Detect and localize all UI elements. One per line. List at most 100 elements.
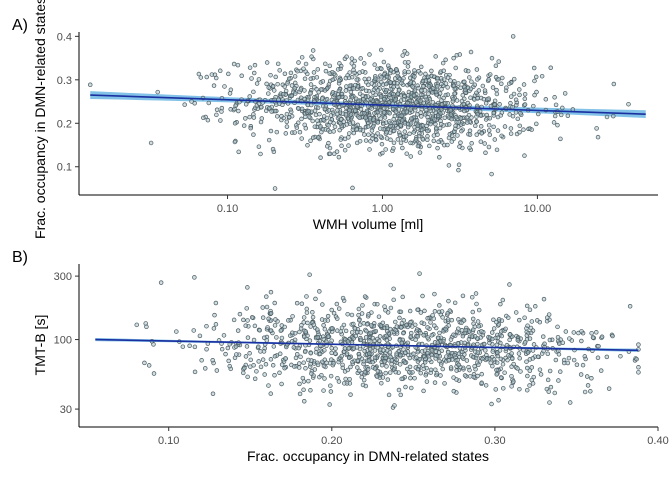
data-point <box>231 317 237 323</box>
data-point <box>303 61 309 67</box>
data-point <box>530 348 536 353</box>
data-point <box>271 344 277 349</box>
data-point <box>358 106 364 112</box>
data-point <box>579 338 584 344</box>
data-point <box>455 357 460 363</box>
data-point <box>282 84 287 89</box>
data-point <box>388 68 394 73</box>
data-point <box>596 343 601 349</box>
data-point <box>495 335 501 341</box>
data-point <box>522 340 528 345</box>
data-point <box>409 324 415 329</box>
data-point <box>268 72 273 78</box>
data-point <box>148 140 154 146</box>
data-point <box>402 129 408 134</box>
data-point <box>355 365 360 370</box>
data-point <box>489 336 495 342</box>
data-point <box>335 67 341 72</box>
data-point <box>144 324 149 330</box>
data-point <box>441 77 447 82</box>
data-point <box>471 374 477 380</box>
data-point <box>256 344 261 349</box>
data-point <box>409 385 414 391</box>
data-point <box>236 108 241 114</box>
data-point <box>251 132 256 137</box>
data-point <box>400 294 405 300</box>
data-point <box>344 105 349 111</box>
data-point <box>312 124 318 129</box>
data-point <box>272 373 277 378</box>
data-point <box>260 315 266 320</box>
data-point <box>134 322 139 328</box>
data-point <box>415 366 421 372</box>
data-point <box>345 311 350 317</box>
data-point <box>463 87 468 93</box>
data-point <box>509 384 514 389</box>
data-point <box>451 332 456 338</box>
data-point <box>309 371 314 376</box>
data-point <box>269 109 274 114</box>
data-point <box>158 280 164 285</box>
data-point <box>346 346 352 351</box>
data-point <box>376 314 382 319</box>
data-point <box>439 81 444 87</box>
data-point <box>251 89 256 95</box>
data-point <box>391 91 396 97</box>
data-point <box>297 361 302 366</box>
data-point <box>453 126 458 132</box>
data-point <box>482 88 488 93</box>
data-point <box>292 85 298 91</box>
data-point <box>487 132 493 138</box>
data-point <box>301 315 307 320</box>
data-point <box>517 87 522 92</box>
data-point <box>527 307 533 313</box>
data-point <box>321 114 327 119</box>
data-point <box>513 310 519 315</box>
data-point <box>211 83 217 88</box>
data-point <box>363 383 369 389</box>
data-point <box>510 113 516 119</box>
data-point <box>279 362 285 367</box>
data-point <box>349 312 355 318</box>
data-point <box>213 300 219 306</box>
data-point <box>525 373 530 379</box>
data-point <box>436 350 442 355</box>
data-point <box>375 368 381 374</box>
data-point <box>527 383 532 388</box>
data-point <box>336 379 342 384</box>
data-point <box>330 90 336 95</box>
data-point <box>257 328 262 333</box>
data-point <box>319 96 325 101</box>
data-point <box>383 147 388 152</box>
data-point <box>590 335 596 340</box>
data-point <box>537 367 543 372</box>
data-point <box>405 366 410 372</box>
data-point <box>391 140 397 146</box>
data-point <box>356 306 362 312</box>
data-point <box>302 334 307 340</box>
data-point <box>318 124 323 129</box>
data-point <box>347 131 352 136</box>
data-point <box>308 324 313 329</box>
data-point <box>435 132 440 137</box>
data-point <box>312 108 318 114</box>
data-point <box>232 120 238 126</box>
data-point <box>310 118 315 124</box>
data-point <box>437 155 442 160</box>
data-point <box>402 350 408 356</box>
data-point <box>404 109 410 115</box>
data-point <box>535 354 541 359</box>
data-point <box>406 69 411 75</box>
data-point <box>522 96 528 102</box>
data-point <box>343 88 349 93</box>
data-point <box>565 113 571 118</box>
data-point <box>338 121 343 126</box>
data-point <box>243 116 248 121</box>
data-point <box>314 346 319 351</box>
data-point <box>423 94 428 100</box>
data-point <box>489 171 494 177</box>
data-point <box>437 125 443 131</box>
data-point <box>511 91 517 97</box>
data-point <box>248 125 253 131</box>
data-point <box>574 362 580 368</box>
